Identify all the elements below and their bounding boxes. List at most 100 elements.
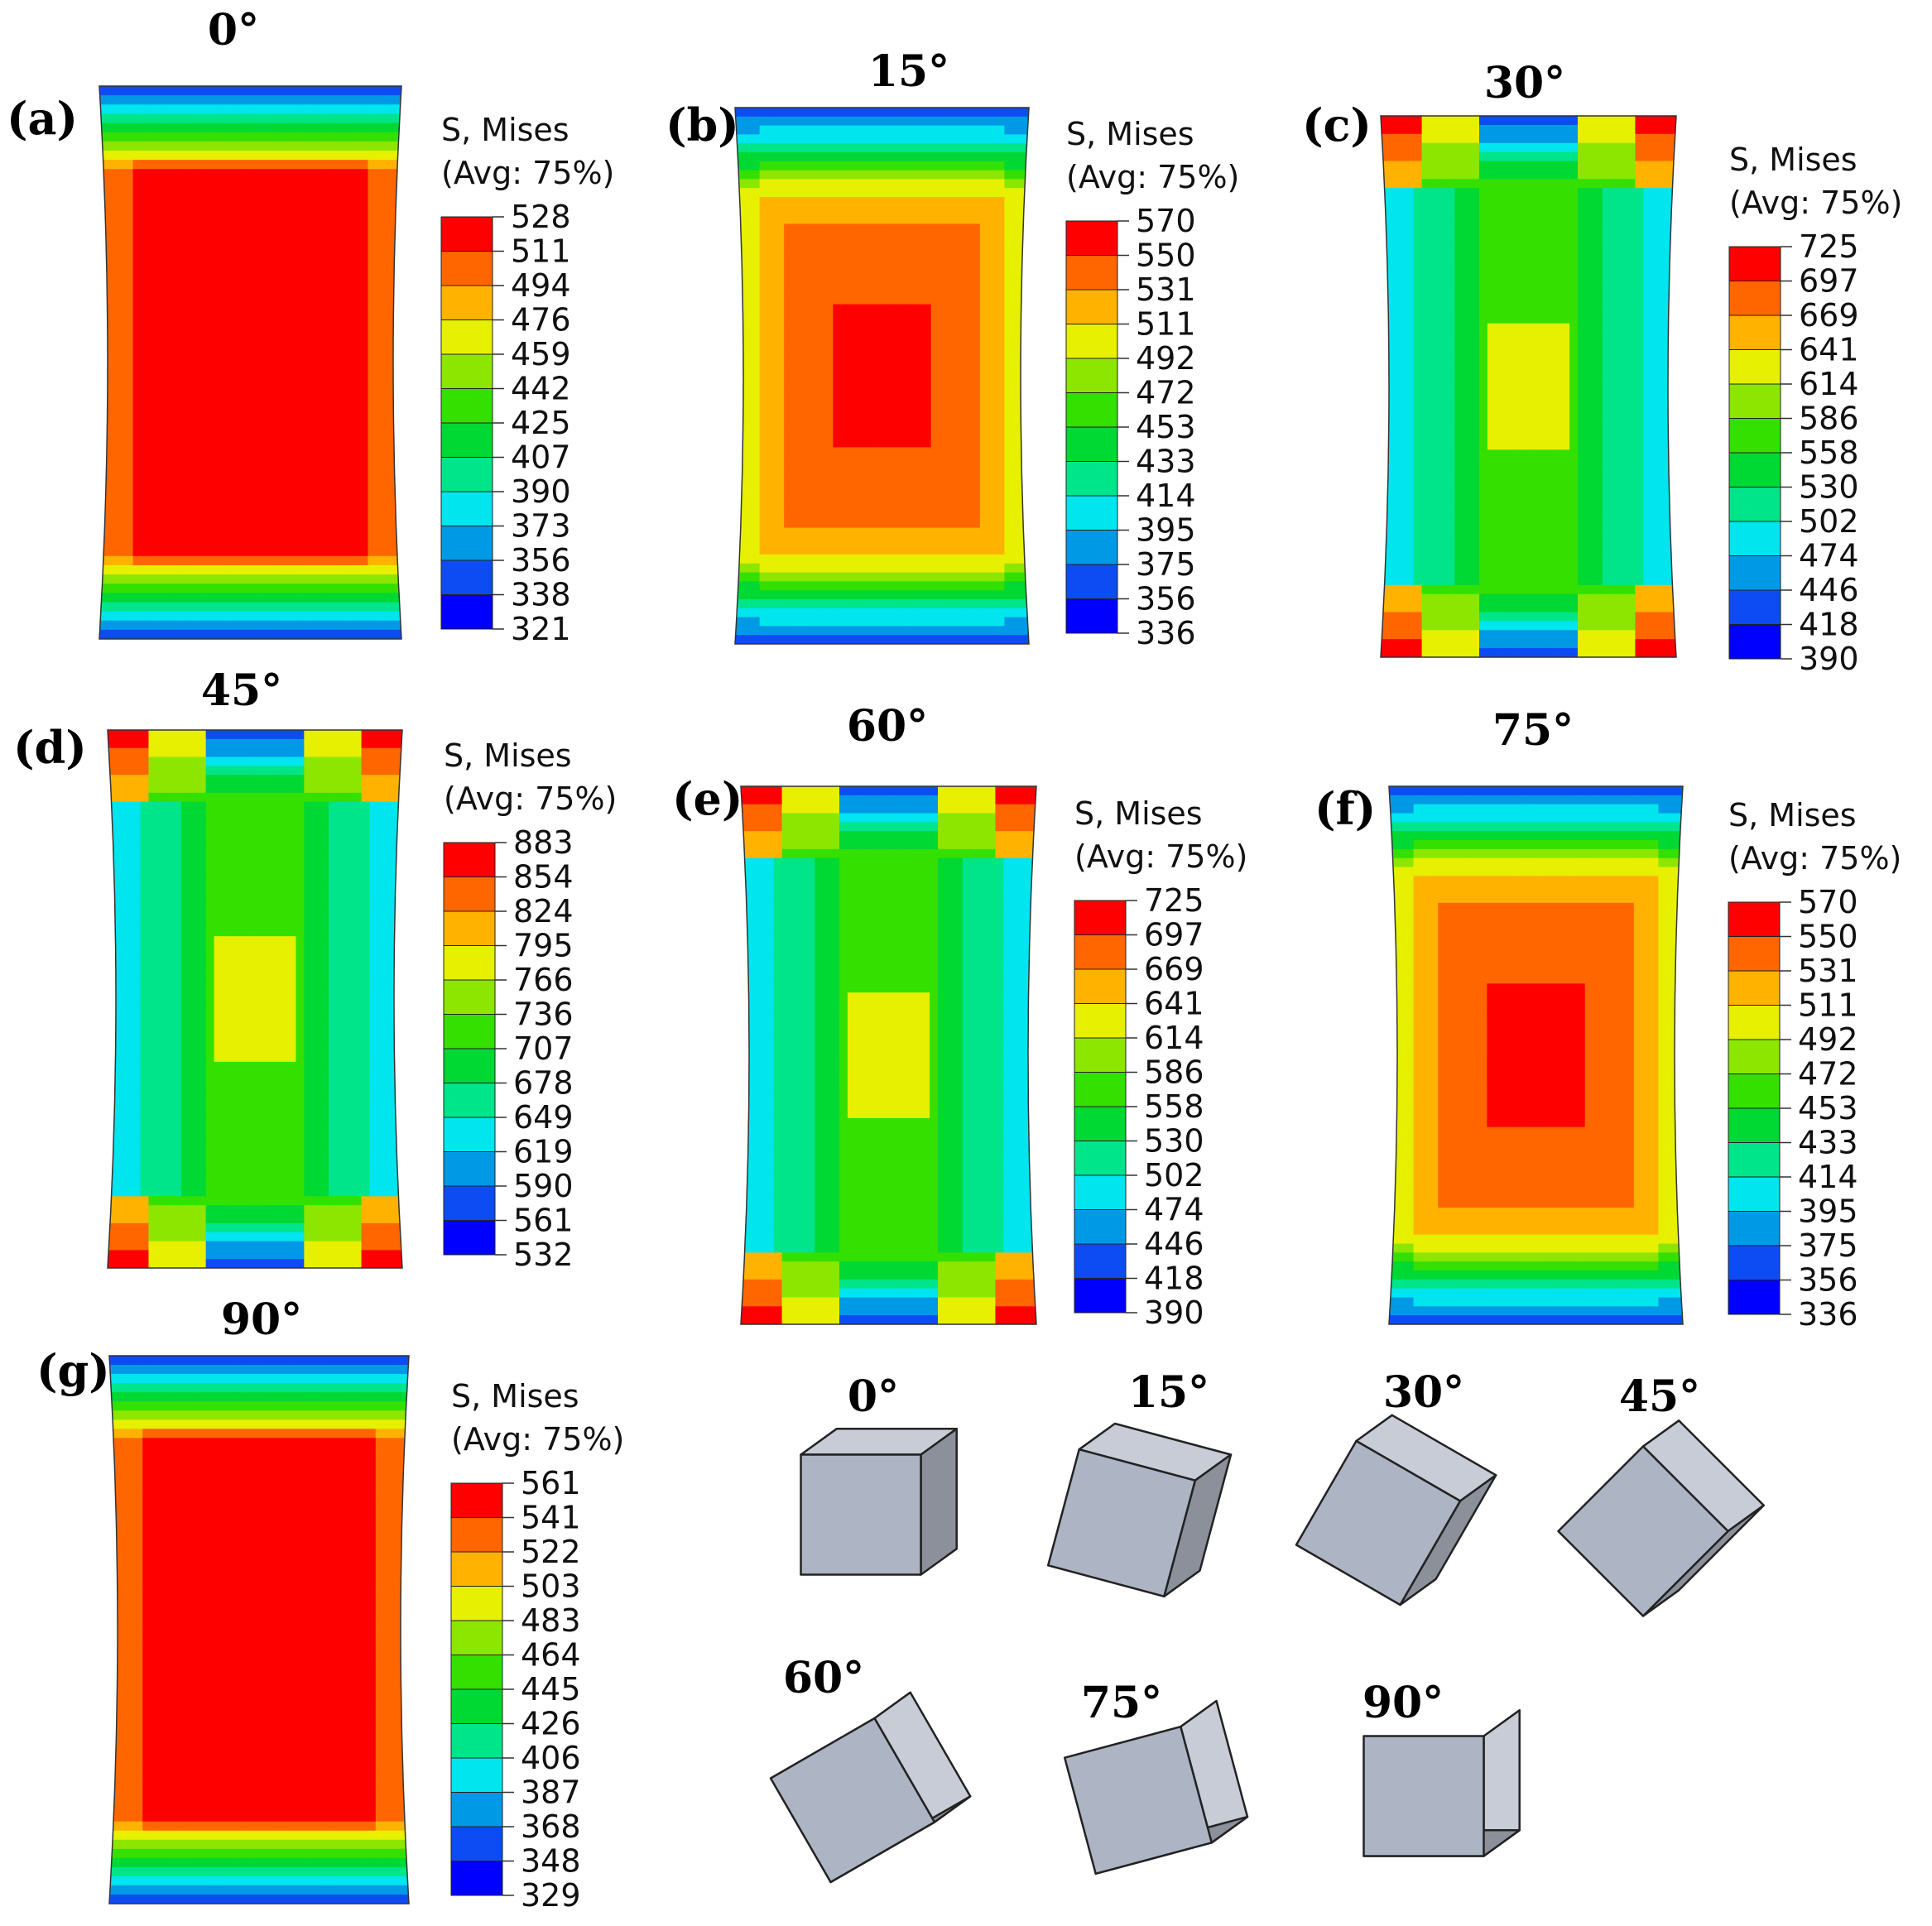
- contour-cell: [1438, 179, 1447, 189]
- contour-cell: [258, 463, 268, 474]
- contour-cell: [376, 261, 386, 271]
- contour-cell: [258, 381, 268, 391]
- contour-cell: [849, 465, 858, 475]
- contour-cell: [1021, 108, 1029, 118]
- contour-cell: [1651, 161, 1660, 171]
- contour-cell: [376, 343, 386, 354]
- contour-cell: [882, 125, 891, 135]
- contour-cell: [1388, 242, 1398, 252]
- contour-cell: [849, 214, 858, 224]
- contour-cell: [392, 611, 401, 622]
- contour-cell: [309, 501, 319, 511]
- contour-cell: [149, 95, 159, 105]
- contour-cell: [784, 268, 793, 278]
- contour-cell: [300, 482, 310, 492]
- contour-cell: [898, 268, 907, 278]
- contour-cell: [914, 152, 924, 162]
- contour-cell: [149, 528, 159, 539]
- contour-cell: [275, 372, 285, 382]
- contour-cell: [882, 242, 891, 252]
- contour-cell: [1413, 251, 1423, 261]
- contour-cell: [759, 608, 769, 618]
- contour-cell: [1388, 206, 1398, 216]
- contour-cell: [914, 608, 924, 618]
- contour-cell: [1413, 124, 1423, 135]
- contour-cell: [849, 590, 858, 600]
- contour-cell: [947, 367, 956, 377]
- contour-cell: [971, 367, 981, 377]
- contour-cell: [108, 510, 117, 520]
- contour-cell: [971, 510, 981, 520]
- contour-cell: [359, 399, 369, 410]
- contour-cell: [351, 519, 360, 529]
- contour-cell: [979, 492, 989, 502]
- contour-cell: [250, 224, 260, 234]
- contour-cell: [368, 372, 377, 382]
- contour-cell: [1585, 233, 1595, 243]
- contour-cell: [108, 325, 117, 336]
- contour-cell: [735, 626, 744, 636]
- contour-cell: [166, 298, 175, 308]
- contour-cell: [292, 132, 301, 142]
- contour-cell: [351, 343, 360, 354]
- contour-cell: [376, 270, 386, 281]
- contour-cell: [250, 381, 260, 391]
- contour-cell: [824, 518, 834, 529]
- contour-cell: [988, 527, 997, 537]
- contour-cell: [784, 420, 793, 430]
- contour-cell: [1635, 206, 1644, 216]
- contour-cell: [964, 152, 973, 162]
- contour-cell: [922, 322, 932, 332]
- contour-cell: [955, 384, 964, 395]
- contour-cell: [108, 426, 117, 437]
- contour-cell: [857, 599, 867, 609]
- contour-cell: [873, 510, 883, 520]
- contour-cell: [1012, 456, 1021, 466]
- contour-cell: [175, 426, 184, 437]
- contour-cell: [914, 277, 924, 287]
- contour-cell: [242, 629, 252, 639]
- contour-cell: [233, 510, 243, 520]
- contour-cell: [132, 564, 142, 575]
- contour-cell: [317, 205, 327, 216]
- contour-cell: [1593, 223, 1603, 234]
- contour-cell: [309, 252, 319, 262]
- contour-cell: [1520, 242, 1530, 252]
- contour-cell: [292, 390, 301, 401]
- contour-cell: [857, 492, 867, 502]
- contour-cell: [325, 307, 335, 317]
- contour-cell: [1668, 233, 1676, 243]
- contour-cell: [841, 116, 850, 127]
- contour-cell: [359, 316, 369, 327]
- contour-cell: [1635, 197, 1644, 207]
- contour-cell: [743, 277, 752, 287]
- contour-cell: [108, 288, 117, 299]
- contour-cell: [922, 518, 932, 529]
- contour-cell: [309, 491, 319, 502]
- contour-cell: [1012, 125, 1021, 135]
- contour-cell: [841, 268, 850, 278]
- contour-cell: [1585, 188, 1595, 198]
- contour-cell: [1528, 151, 1538, 162]
- contour-cell: [865, 518, 875, 529]
- contour-cell: [233, 307, 243, 317]
- contour-cell: [735, 492, 744, 502]
- contour-cell: [368, 546, 377, 557]
- contour-cell: [267, 307, 276, 317]
- contour-cell: [767, 242, 776, 252]
- contour-cell: [767, 447, 776, 457]
- contour-cell: [317, 252, 327, 262]
- contour-cell: [132, 86, 142, 96]
- contour-cell: [258, 629, 268, 639]
- contour-cell: [191, 436, 201, 446]
- contour-cell: [392, 307, 401, 317]
- contour-cell: [334, 482, 344, 492]
- contour-cell: [988, 438, 997, 448]
- contour-cell: [784, 339, 793, 350]
- contour-cell: [800, 465, 810, 475]
- contour-cell: [808, 581, 818, 591]
- legend-swatch: [440, 594, 493, 630]
- contour-cell: [971, 268, 981, 278]
- contour-cell: [284, 233, 293, 243]
- contour-cell: [368, 408, 377, 419]
